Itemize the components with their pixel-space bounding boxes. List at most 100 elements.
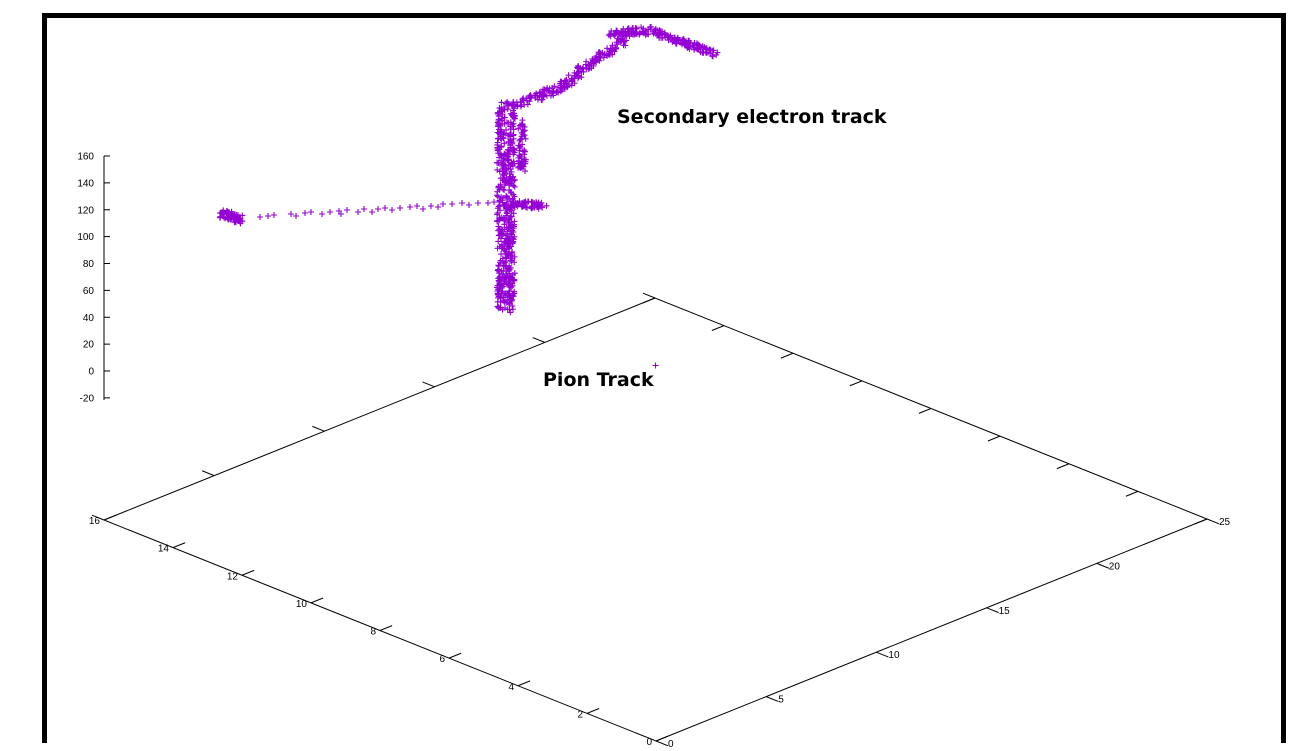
electron-track-point [508, 258, 515, 265]
electron-track-point [496, 202, 503, 209]
electron-track-point [585, 62, 592, 69]
electron-track-point [510, 146, 517, 153]
electron-track-point [611, 45, 618, 52]
y-tick-label: 2 [577, 709, 583, 720]
electron-track-point [505, 177, 512, 184]
electron-track-point [495, 238, 502, 245]
y-tick-label: 0 [646, 737, 652, 748]
electron-track-point [504, 149, 511, 156]
electron-track-point [498, 99, 505, 106]
electron-track-point [672, 40, 679, 47]
x-tick-label: 25 [1219, 517, 1231, 528]
electron-track-point [509, 296, 516, 303]
electron-track-point [679, 39, 686, 46]
electron-track-point [503, 224, 510, 231]
electron-track-point [509, 302, 516, 309]
data-point-pion [652, 362, 659, 369]
y-tick-label: 4 [508, 682, 514, 693]
electron-track-point [507, 230, 514, 237]
electron-track-point [302, 210, 308, 216]
x-tick-mark [1096, 562, 1110, 569]
electron-track-point [397, 205, 403, 211]
electron-track-point [449, 201, 455, 207]
electron-track-point [525, 198, 532, 205]
electron-track-point [506, 278, 513, 285]
electron-track-point [496, 146, 503, 153]
y-tick-label: 16 [89, 516, 101, 527]
z-tick-label: 140 [77, 178, 94, 189]
electron-track-point [466, 202, 472, 208]
electron-track-point [505, 219, 512, 226]
electron-track-point [475, 200, 481, 206]
electron-track-point [583, 58, 590, 65]
electron-track-point [502, 270, 509, 277]
electron-track-point [498, 241, 505, 248]
electron-track-point [515, 164, 522, 171]
electron-track-point [505, 161, 512, 168]
electron-track-point [696, 45, 703, 52]
electron-track-point [510, 126, 517, 133]
electron-track-point [507, 136, 514, 143]
annotations-layer: Secondary electron track Pion Track [543, 106, 887, 391]
electron-track-point [498, 115, 505, 122]
y-tick-mark-back [849, 380, 863, 387]
electron-track-point [508, 101, 515, 108]
points-layer [216, 23, 721, 369]
x-tick-mark-back [201, 470, 215, 477]
electron-track-point [550, 87, 557, 94]
electron-track-point [608, 28, 615, 35]
electron-track-point [510, 132, 517, 139]
z-tick-label: 60 [83, 286, 95, 297]
electron-track-point [565, 72, 572, 79]
electron-track-point [499, 195, 506, 202]
electron-track-point [500, 165, 507, 172]
electron-track-point [659, 28, 666, 35]
electron-track-point [683, 41, 690, 48]
electron-track-point [511, 290, 518, 297]
electron-track-point [519, 96, 526, 103]
y-tick-mark-back [1125, 490, 1139, 497]
electron-track-point [495, 126, 502, 133]
electron-track-point [506, 238, 513, 245]
electron-track-point [617, 38, 624, 45]
electron-track-point [665, 37, 672, 44]
x-tick-label: 15 [999, 606, 1011, 617]
x-tick-mark [876, 651, 889, 658]
electron-track-point [219, 209, 226, 216]
electron-track-point [510, 107, 517, 114]
electron-track-point [563, 80, 570, 87]
x-tick-label: 5 [778, 695, 784, 706]
electron-track-point [355, 209, 361, 215]
electron-track-point [510, 223, 517, 230]
y-tick-mark [517, 680, 531, 687]
y-tick-mark-back [711, 325, 725, 331]
y-tick-label: 6 [439, 654, 445, 665]
electron-track-point [507, 137, 514, 144]
x-tick-mark-back [642, 292, 656, 299]
electron-track-point [607, 47, 614, 54]
electron-track-point [497, 257, 504, 264]
electron-track-point [369, 209, 375, 215]
electron-track-point [236, 218, 243, 225]
x-tick-mark-back [312, 425, 325, 432]
y-tick-mark [241, 569, 255, 576]
x-tick-mark-back [91, 514, 105, 521]
y-tick-mark-back [918, 408, 932, 414]
electron-track-point [497, 133, 504, 140]
electron-track-point [517, 99, 524, 106]
electron-track-point [500, 280, 507, 287]
y-tick-label: 10 [296, 599, 308, 610]
figure-frame [42, 13, 1286, 743]
z-tick-label: 80 [83, 259, 95, 270]
electron-track-point [645, 31, 652, 38]
electron-track-point [503, 126, 510, 133]
electron-track-point [505, 102, 512, 109]
electron-track-point [501, 114, 508, 121]
electron-track-point [652, 27, 659, 34]
electron-track-point [500, 297, 507, 304]
electron-track-point [506, 306, 513, 313]
electron-track-point [518, 159, 525, 166]
electron-track-point [239, 212, 246, 219]
electron-track-point [699, 43, 706, 50]
